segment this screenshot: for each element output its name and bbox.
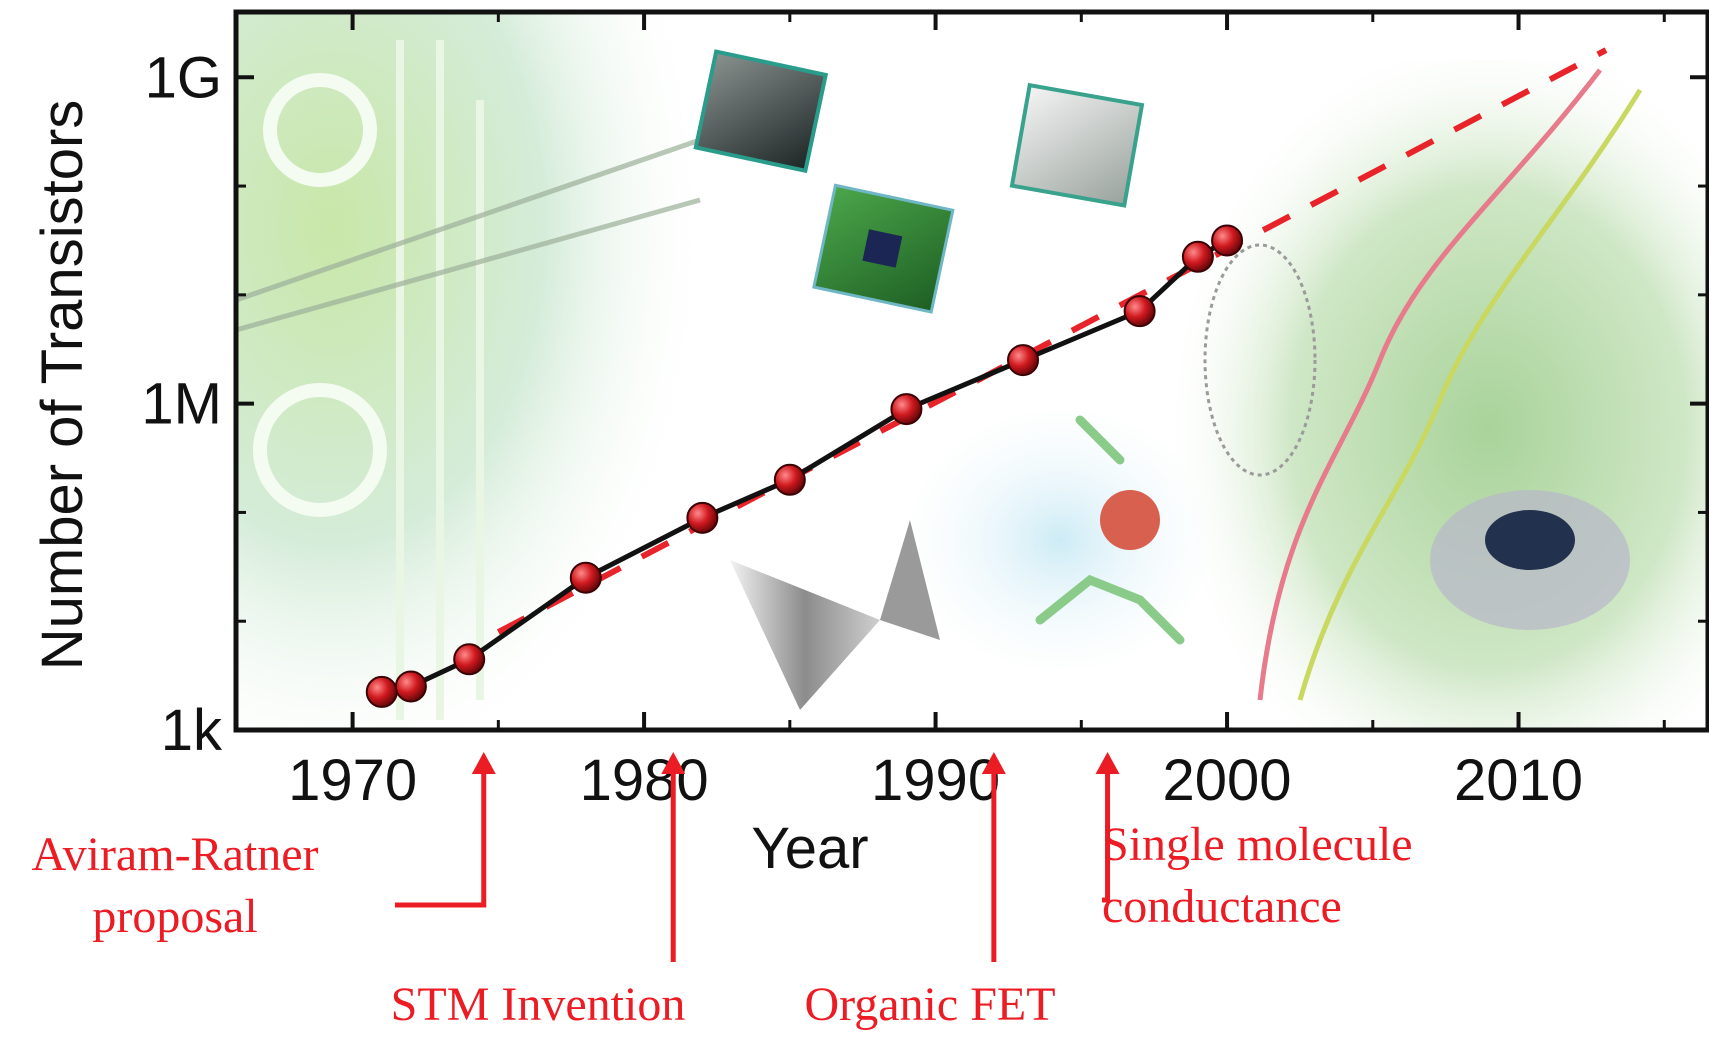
data-point bbox=[1007, 344, 1040, 377]
x-axis-title: Year bbox=[751, 816, 868, 881]
annotation-label: proposal bbox=[92, 890, 257, 943]
x-tick-label: 1980 bbox=[580, 748, 709, 813]
axis-ticks bbox=[236, 12, 1708, 732]
trend-line-layer bbox=[496, 47, 1608, 635]
annotation-arrowhead bbox=[661, 752, 686, 774]
organic-molecule-image bbox=[910, 410, 1210, 670]
y-axis-title: Number of Transistors bbox=[30, 100, 95, 671]
data-point bbox=[1211, 224, 1244, 257]
stm-tip-image bbox=[730, 520, 940, 710]
annotation-connector bbox=[1102, 772, 1111, 903]
x-tick-label: 1970 bbox=[288, 748, 417, 813]
data-point bbox=[773, 463, 806, 496]
annotation-connector bbox=[395, 772, 487, 908]
microprocessor-chips bbox=[693, 49, 1145, 314]
trend-line bbox=[496, 47, 1608, 635]
annotation-label: Aviram-Ratner bbox=[32, 828, 319, 881]
background-collage bbox=[236, 12, 1708, 730]
data-point bbox=[569, 561, 602, 594]
data-point bbox=[453, 643, 486, 676]
annotation-arrowhead bbox=[1095, 752, 1120, 774]
data-point bbox=[1123, 295, 1156, 328]
dna-helix-image bbox=[1160, 60, 1708, 730]
data-point bbox=[890, 393, 923, 426]
protein-image bbox=[1430, 490, 1630, 630]
y-tick-label: 1k bbox=[161, 698, 223, 763]
data-point bbox=[365, 675, 398, 708]
annotation-label: Organic FET bbox=[804, 978, 1055, 1031]
data-point bbox=[686, 501, 719, 534]
plot-frame bbox=[233, 9, 1709, 733]
y-tick-label: 1G bbox=[145, 45, 222, 110]
nanotube-image bbox=[1203, 243, 1317, 477]
annotation-arrowhead bbox=[471, 752, 496, 774]
data-point bbox=[1181, 240, 1214, 273]
annotation-arrowhead bbox=[981, 752, 1006, 774]
annotation-label: Single molecule bbox=[1102, 818, 1413, 871]
x-tick-label: 1990 bbox=[871, 748, 1000, 813]
circuit-board-image bbox=[236, 12, 716, 730]
annotation-label: conductance bbox=[1102, 880, 1342, 933]
x-tick-label: 2010 bbox=[1454, 748, 1583, 813]
annotation-label: STM Invention bbox=[391, 978, 686, 1031]
axis-tick-labels: 1970 1980 1990 2000 2010 1k 1M 1G bbox=[141, 45, 1583, 813]
annotation-layer: Aviram-Ratner proposal STM Invention Organi… bbox=[32, 752, 1413, 1031]
y-tick-label: 1M bbox=[141, 372, 222, 437]
x-tick-label: 2000 bbox=[1163, 748, 1292, 813]
data-series-layer bbox=[365, 224, 1244, 708]
data-point bbox=[394, 670, 427, 703]
